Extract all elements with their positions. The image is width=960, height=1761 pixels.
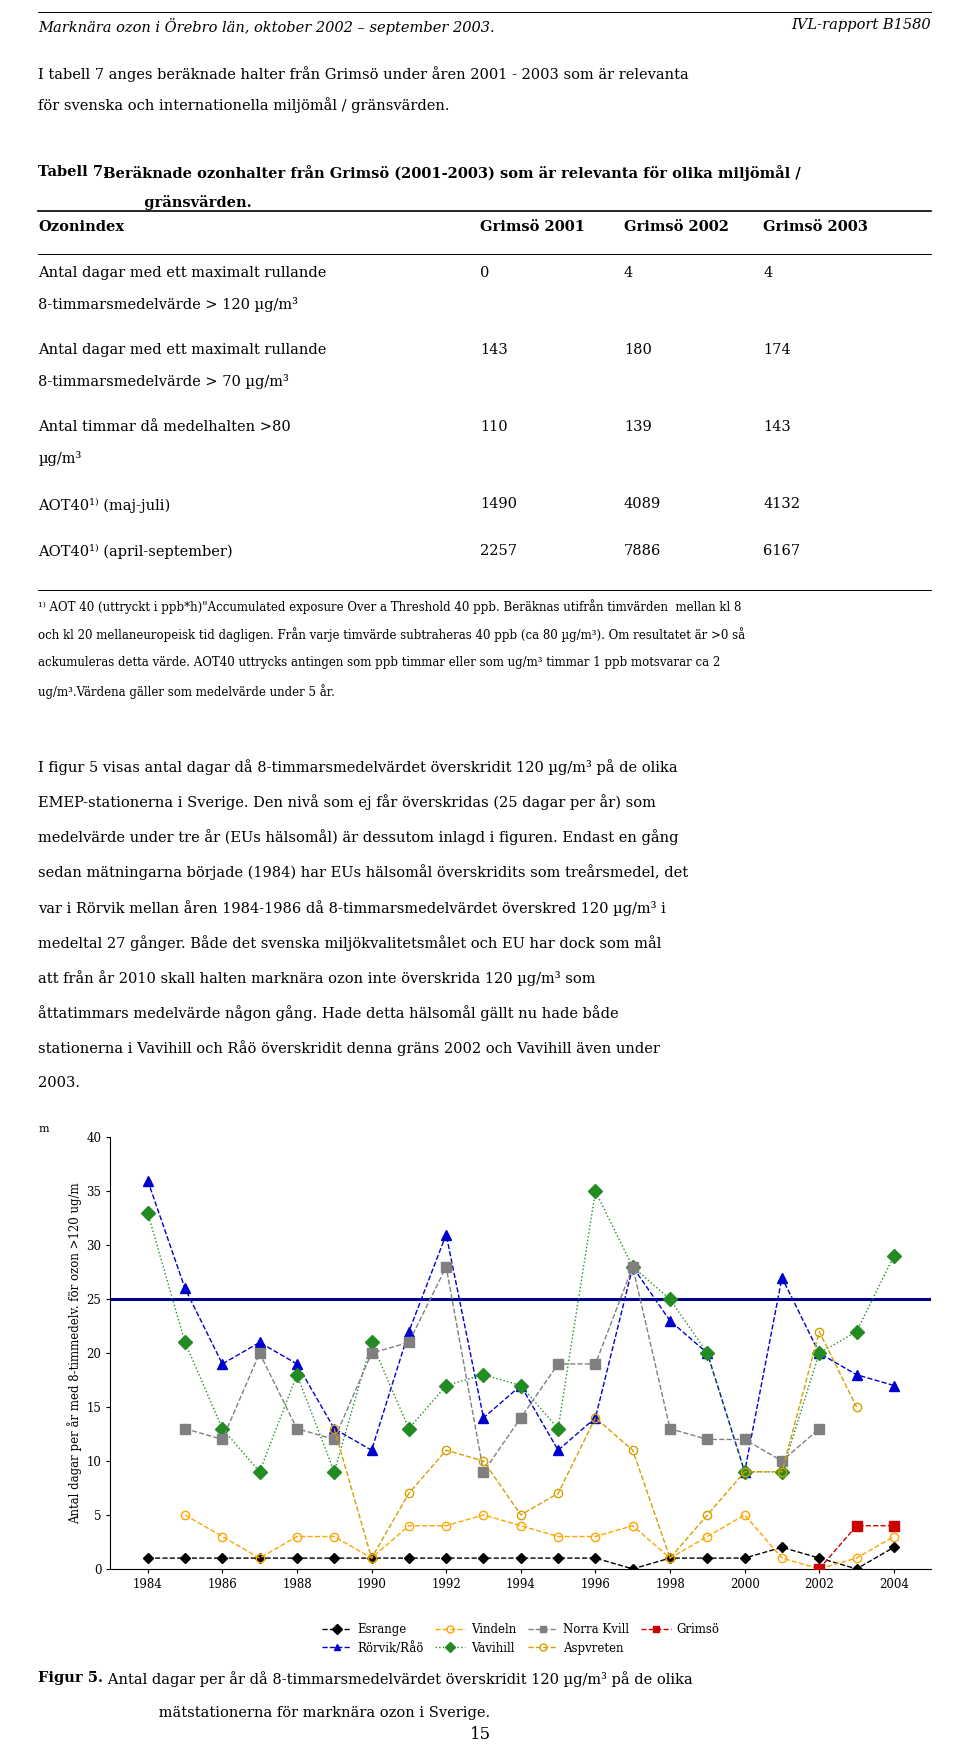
- Text: AOT40¹⁾ (april-september): AOT40¹⁾ (april-september): [38, 544, 233, 558]
- Text: m: m: [38, 1124, 49, 1134]
- Text: Grimsö 2003: Grimsö 2003: [763, 220, 868, 234]
- Text: 143: 143: [480, 343, 508, 357]
- Y-axis label: Antal dagar per år med 8-timmedelv. för ozon >120 ug/m: Antal dagar per år med 8-timmedelv. för …: [67, 1182, 83, 1523]
- Text: att från år 2010 skall halten marknära ozon inte överskrida 120 µg/m³ som: att från år 2010 skall halten marknära o…: [38, 970, 596, 986]
- Text: IVL-rapport B1580: IVL-rapport B1580: [792, 18, 931, 32]
- Text: 0: 0: [480, 266, 490, 280]
- Text: 110: 110: [480, 421, 508, 435]
- Text: AOT40¹⁾ (maj-juli): AOT40¹⁾ (maj-juli): [38, 497, 171, 512]
- Legend: Esrange, Rörvik/Råö, Vindeln, Vavihill, Norra Kvill, Aspvreten, Grimsö: Esrange, Rörvik/Råö, Vindeln, Vavihill, …: [317, 1618, 725, 1659]
- Text: och kl 20 mellaneuropeisk tid dagligen. Från varje timvärde subtraheras 40 ppb (: och kl 20 mellaneuropeisk tid dagligen. …: [38, 627, 746, 643]
- Text: Marknära ozon i Örebro län, oktober 2002 – september 2003.: Marknära ozon i Örebro län, oktober 2002…: [38, 18, 495, 35]
- Text: µg/m³: µg/m³: [38, 451, 82, 467]
- Text: 2257: 2257: [480, 544, 517, 558]
- Text: åttatimmars medelvärde någon gång. Hade detta hälsomål gällt nu hade både: åttatimmars medelvärde någon gång. Hade …: [38, 1006, 619, 1021]
- Text: Grimsö 2001: Grimsö 2001: [480, 220, 585, 234]
- Text: Figur 5.: Figur 5.: [38, 1671, 104, 1685]
- Text: Antal timmar då medelhalten >80: Antal timmar då medelhalten >80: [38, 421, 291, 435]
- Text: Antal dagar med ett maximalt rullande: Antal dagar med ett maximalt rullande: [38, 343, 326, 357]
- Text: 8-timmarsmedelvärde > 70 µg/m³: 8-timmarsmedelvärde > 70 µg/m³: [38, 373, 289, 389]
- Text: ¹⁾ AOT 40 (uttryckt i ppb*h)"Accumulated exposure Over a Threshold 40 ppb. Beräk: ¹⁾ AOT 40 (uttryckt i ppb*h)"Accumulated…: [38, 599, 742, 615]
- Text: 2003.: 2003.: [38, 1076, 81, 1090]
- Text: mätstationerna för marknära ozon i Sverige.: mätstationerna för marknära ozon i Sveri…: [94, 1706, 491, 1720]
- Text: sedan mätningarna började (1984) har EUs hälsomål överskridits som treårsmedel, : sedan mätningarna började (1984) har EUs…: [38, 865, 688, 880]
- Text: Tabell 7.: Tabell 7.: [38, 164, 108, 178]
- Text: var i Rörvik mellan åren 1984-1986 då 8-timmarsmedelvärdet överskred 120 µg/m³ i: var i Rörvik mellan åren 1984-1986 då 8-…: [38, 900, 666, 916]
- Text: 4132: 4132: [763, 497, 801, 511]
- Text: ackumuleras detta värde. AOT40 uttrycks antingen som ppb timmar eller som ug/m³ : ackumuleras detta värde. AOT40 uttrycks …: [38, 655, 721, 669]
- Text: EMEP-stationerna i Sverige. Den nivå som ej får överskridas (25 dagar per år) so: EMEP-stationerna i Sverige. Den nivå som…: [38, 794, 657, 810]
- Text: Ozonindex: Ozonindex: [38, 220, 125, 234]
- Text: Grimsö 2002: Grimsö 2002: [624, 220, 729, 234]
- Text: 174: 174: [763, 343, 791, 357]
- Text: 180: 180: [624, 343, 652, 357]
- Text: stationerna i Vavihill och Råö överskridit denna gräns 2002 och Vavihill även un: stationerna i Vavihill och Råö överskrid…: [38, 1041, 660, 1057]
- Text: 15: 15: [469, 1726, 491, 1743]
- Text: medelvärde under tre år (EUs hälsomål) är dessutom inlagd i figuren. Endast en g: medelvärde under tre år (EUs hälsomål) ä…: [38, 829, 679, 845]
- Text: 8-timmarsmedelvärde > 120 µg/m³: 8-timmarsmedelvärde > 120 µg/m³: [38, 298, 299, 312]
- Text: 143: 143: [763, 421, 791, 435]
- Text: 139: 139: [624, 421, 652, 435]
- Text: 7886: 7886: [624, 544, 661, 558]
- Text: I tabell 7 anges beräknade halter från Grimsö under åren 2001 - 2003 som är rele: I tabell 7 anges beräknade halter från G…: [38, 65, 689, 83]
- Text: medeltal 27 gånger. Både det svenska miljökvalitetsmålet och EU har dock som mål: medeltal 27 gånger. Både det svenska mil…: [38, 935, 661, 951]
- Text: för svenska och internationella miljömål / gränsvärden.: för svenska och internationella miljömål…: [38, 97, 450, 113]
- Text: ug/m³.Värdena gäller som medelvärde under 5 år.: ug/m³.Värdena gäller som medelvärde unde…: [38, 685, 335, 699]
- Text: 6167: 6167: [763, 544, 801, 558]
- Text: Beräknade ozonhalter från Grimsö (2001-2003) som är relevanta för olika miljömål: Beräknade ozonhalter från Grimsö (2001-2…: [93, 164, 801, 181]
- Text: 1490: 1490: [480, 497, 517, 511]
- Text: I figur 5 visas antal dagar då 8-timmarsmedelvärdet överskridit 120 µg/m³ på de : I figur 5 visas antal dagar då 8-timmars…: [38, 759, 678, 775]
- Text: Antal dagar per år då 8-timmarsmedelvärdet överskridit 120 µg/m³ på de olika: Antal dagar per år då 8-timmarsmedelvärd…: [94, 1671, 693, 1687]
- Text: 4089: 4089: [624, 497, 661, 511]
- Text: 4: 4: [624, 266, 634, 280]
- Text: Antal dagar med ett maximalt rullande: Antal dagar med ett maximalt rullande: [38, 266, 326, 280]
- Text: 4: 4: [763, 266, 773, 280]
- Text: gränsvärden.: gränsvärden.: [93, 195, 252, 211]
